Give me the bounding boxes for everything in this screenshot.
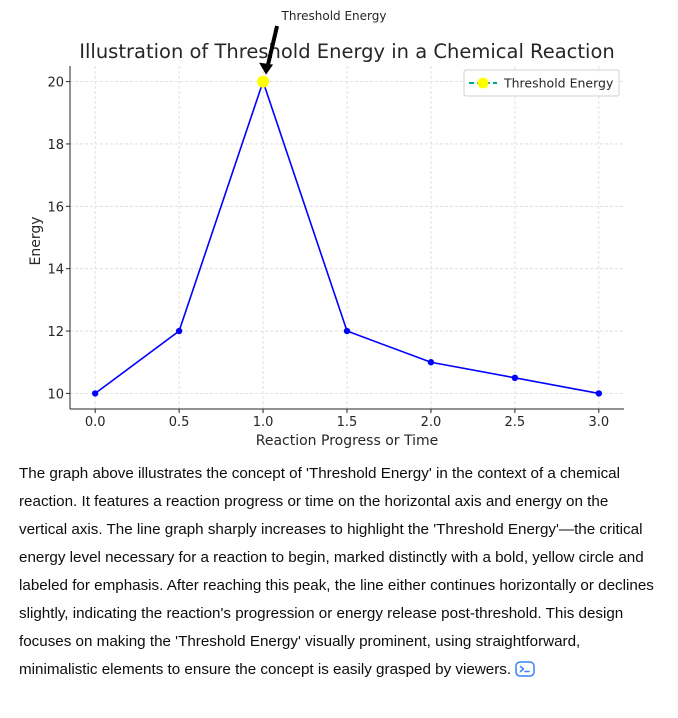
y-tick-label: 16 <box>47 200 64 215</box>
chart-background <box>0 0 678 455</box>
y-tick-label: 10 <box>47 387 64 402</box>
description-text: The graph above illustrates the concept … <box>19 465 654 678</box>
description-paragraph: The graph above illustrates the concept … <box>19 460 659 684</box>
y-tick-label: 20 <box>47 76 64 91</box>
annotation-arrow-head <box>259 62 274 75</box>
x-tick-label: 2.0 <box>421 415 442 430</box>
data-point <box>511 374 519 382</box>
y-axis-label: Energy <box>28 216 44 265</box>
data-point <box>91 390 99 397</box>
series-group <box>91 75 603 397</box>
y-axis-ticks: 10 12 14 16 18 20 <box>47 76 70 402</box>
data-point <box>427 359 435 366</box>
threshold-energy-marker <box>257 75 270 88</box>
data-point <box>343 327 351 335</box>
code-source-icon[interactable] <box>515 661 535 677</box>
annotation-arrow-shaft <box>265 25 280 68</box>
x-axis-label: Reaction Progress or Time <box>256 433 439 449</box>
legend-marker <box>477 77 489 89</box>
y-tick-label: 14 <box>47 263 64 278</box>
annotation-label: Threshold Energy <box>281 9 387 23</box>
x-tick-label: 1.5 <box>337 415 358 430</box>
legend: Threshold Energy <box>463 69 620 97</box>
annotation-arrow <box>259 25 280 75</box>
data-point <box>175 327 183 335</box>
chart-title: Illustration of Threshold Energy in a Ch… <box>79 40 615 63</box>
x-tick-label: 0.0 <box>85 415 106 430</box>
legend-entry-label: Threshold Energy <box>503 76 614 91</box>
legend-box <box>463 69 620 97</box>
y-tick-label: 12 <box>47 325 64 340</box>
y-tick-label: 18 <box>47 138 64 153</box>
x-axis-ticks: 0.0 0.5 1.0 1.5 2.0 2.5 3.0 <box>85 409 609 430</box>
chart: 0.0 0.5 1.0 1.5 2.0 2.5 3.0 10 12 14 16 18 20 Thres… <box>0 0 678 455</box>
x-tick-label: 0.5 <box>169 415 190 430</box>
x-tick-label: 1.0 <box>253 415 274 430</box>
x-tick-label: 2.5 <box>505 415 526 430</box>
x-tick-label: 3.0 <box>588 415 609 430</box>
data-point <box>595 390 603 397</box>
